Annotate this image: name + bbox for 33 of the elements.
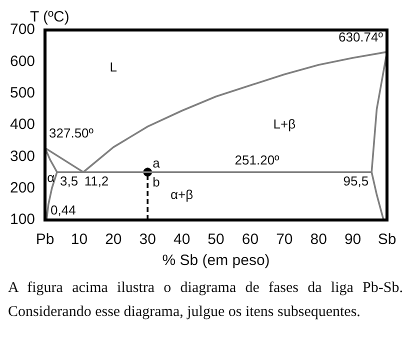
annotation: b bbox=[152, 174, 160, 190]
x-tick-label: 80 bbox=[310, 231, 327, 248]
annotation: α+β bbox=[170, 186, 194, 202]
y-tick-label: 100 bbox=[10, 211, 36, 228]
annotation: L+β bbox=[273, 116, 296, 132]
annotation: 3,5 bbox=[60, 174, 78, 189]
y-tick-label: 700 bbox=[10, 21, 36, 38]
x-tick-label: 70 bbox=[276, 231, 293, 248]
annotation: α bbox=[47, 170, 56, 185]
annotation: 95,5 bbox=[343, 174, 369, 189]
x-tick-label: 10 bbox=[70, 231, 88, 248]
annotation: 0,44 bbox=[50, 202, 76, 218]
annotation: L bbox=[110, 60, 118, 75]
x-tick-label: 50 bbox=[208, 231, 224, 248]
x-tick-label: 20 bbox=[105, 231, 122, 248]
annotation: 11,2 bbox=[84, 174, 109, 189]
y-tick-label: 400 bbox=[10, 116, 36, 134]
y-tick-label: 300 bbox=[10, 148, 36, 165]
annotation: a bbox=[152, 156, 161, 171]
annotation: 327.50º bbox=[49, 126, 94, 141]
annotation: 630.74º bbox=[338, 30, 384, 45]
text: A figura acima ilustra o diagrama de fases da liga Pb-Sb. Considerando esse diagrama, julgue os itens subsequentes. bbox=[8, 279, 403, 322]
x-tick-label: 40 bbox=[173, 231, 190, 248]
x-tick-label: 90 bbox=[344, 231, 362, 248]
x-tick-label: Sb bbox=[378, 231, 396, 248]
x-tick-label: Pb bbox=[36, 231, 54, 248]
annotation: 251.20º bbox=[234, 152, 280, 168]
y-tick-label: 600 bbox=[10, 52, 36, 70]
x-axis-title: % Sb (em peso) bbox=[162, 252, 270, 270]
x-tick-label: 30 bbox=[139, 231, 156, 248]
y-tick-label: 200 bbox=[10, 179, 36, 196]
y-tick-label: 500 bbox=[10, 84, 36, 102]
x-tick-label: 60 bbox=[242, 231, 259, 248]
